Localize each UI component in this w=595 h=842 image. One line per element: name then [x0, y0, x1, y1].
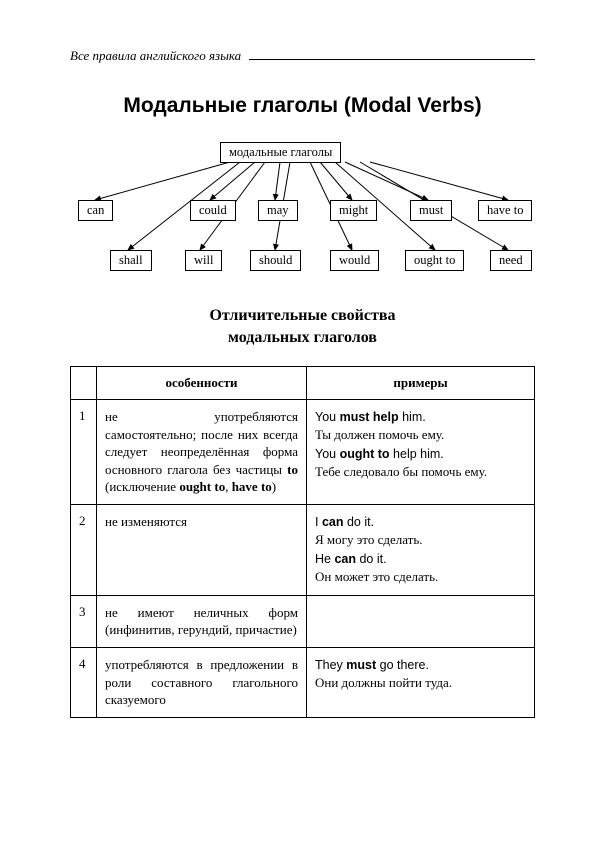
- row-example: [307, 595, 535, 647]
- diagram-node-could: could: [190, 200, 236, 221]
- modal-verbs-diagram: модальные глаголы can could may might must hav…: [70, 142, 535, 277]
- row-number: 1: [71, 400, 97, 505]
- diagram-node-have-to: have to: [478, 200, 532, 221]
- running-head-text: Все правила английского языка: [70, 48, 241, 64]
- row-feature: не употребляются самостоятельно; после н…: [97, 400, 307, 505]
- row-number: 4: [71, 647, 97, 717]
- row-feature: не имеют неличных форм (инфинитив, герун…: [97, 595, 307, 647]
- diagram-root: модальные глаголы: [220, 142, 341, 163]
- diagram-node-should: should: [250, 250, 301, 271]
- row-number: 3: [71, 595, 97, 647]
- table-header-row: особенности примеры: [71, 367, 535, 400]
- row-example: I can do it.Я могу это сделать.He can do…: [307, 504, 535, 595]
- subtitle-line-2: модальных глаголов: [228, 329, 377, 346]
- col-number: [71, 367, 97, 400]
- table-row: 3не имеют неличных форм (инфинитив, геру…: [71, 595, 535, 647]
- table-row: 1не употребляются самостоятельно; после …: [71, 400, 535, 505]
- table-row: 4употребляются в предложении в роли сост…: [71, 647, 535, 717]
- running-head-rule: [249, 59, 535, 60]
- diagram-node-will: will: [185, 250, 222, 271]
- diagram-node-shall: shall: [110, 250, 152, 271]
- subtitle-line-1: Отличительные свойства: [209, 307, 395, 324]
- table-row: 2не изменяютсяI can do it.Я могу это сде…: [71, 504, 535, 595]
- row-example: You must help him.Ты должен помочь ему.Y…: [307, 400, 535, 505]
- diagram-node-must: must: [410, 200, 452, 221]
- row-feature: не изменяются: [97, 504, 307, 595]
- diagram-node-might: might: [330, 200, 377, 221]
- diagram-node-ought-to: ought to: [405, 250, 464, 271]
- features-table: особенности примеры 1не употребляются са…: [70, 366, 535, 717]
- section-subtitle: Отличительные свойства модальных глаголо…: [70, 305, 535, 348]
- diagram-node-need: need: [490, 250, 532, 271]
- running-head: Все правила английского языка: [70, 48, 535, 64]
- row-number: 2: [71, 504, 97, 595]
- diagram-node-would: would: [330, 250, 379, 271]
- col-example: примеры: [307, 367, 535, 400]
- diagram-node-can: can: [78, 200, 113, 221]
- row-feature: употребляются в предложении в роли соста…: [97, 647, 307, 717]
- col-feature: особенности: [97, 367, 307, 400]
- diagram-node-may: may: [258, 200, 298, 221]
- row-example: They must go there.Они должны пойти туда…: [307, 647, 535, 717]
- page-title: Модальные глаголы (Modal Verbs): [70, 94, 535, 118]
